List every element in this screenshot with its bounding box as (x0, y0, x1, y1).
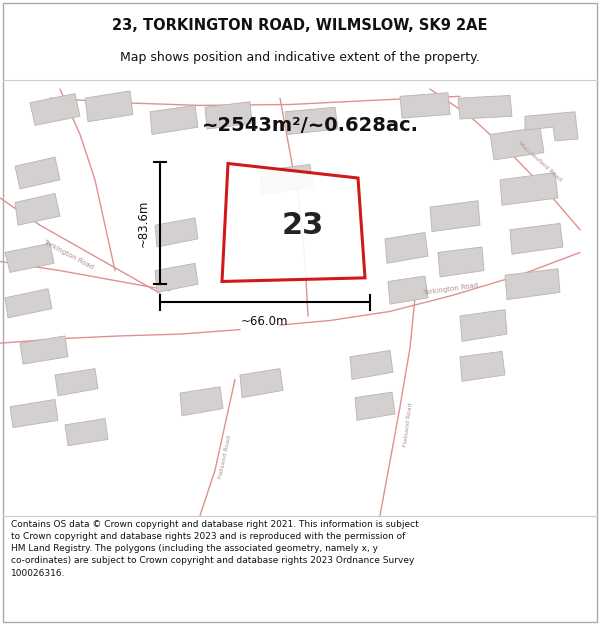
Polygon shape (20, 336, 68, 364)
Polygon shape (5, 243, 54, 272)
Polygon shape (505, 269, 560, 299)
Polygon shape (240, 369, 283, 398)
Polygon shape (385, 232, 428, 263)
Polygon shape (355, 392, 395, 421)
Polygon shape (460, 309, 507, 341)
Polygon shape (388, 276, 428, 304)
Polygon shape (222, 164, 365, 281)
Polygon shape (205, 102, 252, 129)
Polygon shape (458, 96, 512, 119)
Text: Fletsand Road: Fletsand Road (403, 402, 413, 448)
Polygon shape (15, 157, 60, 189)
Text: Macclesfield Road: Macclesfield Road (517, 141, 563, 182)
Polygon shape (30, 94, 80, 126)
Polygon shape (15, 194, 60, 225)
Polygon shape (350, 351, 393, 379)
Text: ~2543m²/~0.628ac.: ~2543m²/~0.628ac. (202, 116, 419, 135)
Polygon shape (180, 387, 223, 416)
Text: 23, TORKINGTON ROAD, WILMSLOW, SK9 2AE: 23, TORKINGTON ROAD, WILMSLOW, SK9 2AE (112, 18, 488, 33)
Polygon shape (400, 92, 450, 118)
Text: Fietsand Road: Fietsand Road (218, 434, 232, 479)
Polygon shape (85, 91, 133, 122)
Polygon shape (525, 112, 578, 141)
Polygon shape (490, 127, 544, 160)
Polygon shape (438, 247, 484, 277)
Text: Map shows position and indicative extent of the property.: Map shows position and indicative extent… (120, 51, 480, 64)
Text: ~83.6m: ~83.6m (137, 199, 150, 247)
Polygon shape (55, 369, 98, 396)
Polygon shape (10, 399, 58, 428)
Polygon shape (260, 164, 313, 194)
Polygon shape (510, 223, 563, 254)
Text: 23: 23 (282, 211, 325, 240)
Polygon shape (430, 201, 480, 231)
Text: ~66.0m: ~66.0m (241, 315, 289, 328)
Polygon shape (150, 106, 198, 134)
Polygon shape (155, 218, 198, 247)
Polygon shape (285, 107, 338, 134)
Polygon shape (5, 289, 52, 318)
Polygon shape (155, 263, 198, 292)
Text: Torkington Road: Torkington Road (42, 238, 94, 270)
Polygon shape (460, 351, 505, 381)
Polygon shape (65, 419, 108, 446)
Polygon shape (500, 173, 558, 205)
Text: Contains OS data © Crown copyright and database right 2021. This information is : Contains OS data © Crown copyright and d… (11, 520, 419, 578)
Text: Torkington Road: Torkington Road (422, 282, 478, 296)
